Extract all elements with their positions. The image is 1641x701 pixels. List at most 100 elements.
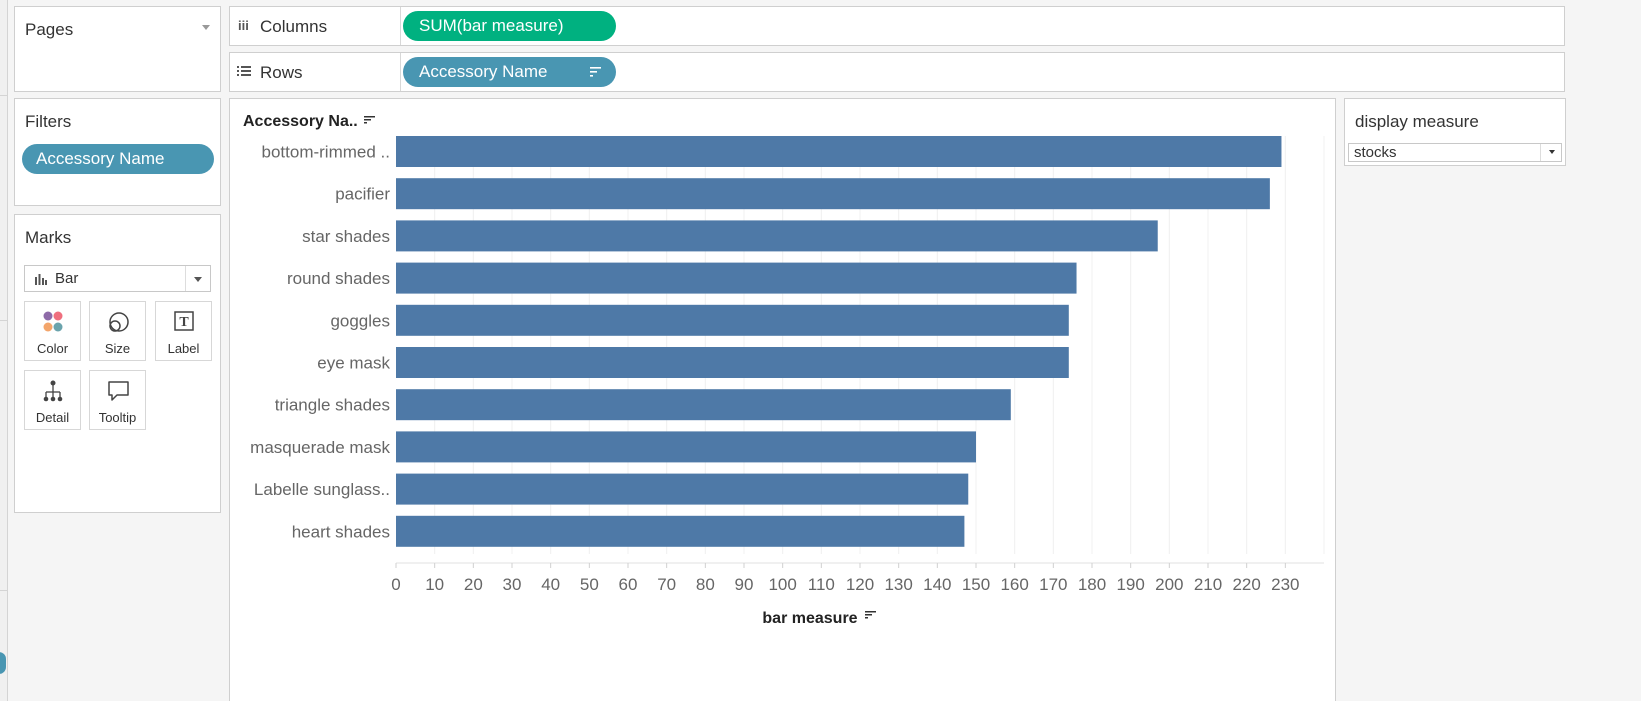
bar[interactable] (396, 136, 1282, 167)
tooltip-label: Tooltip (98, 410, 137, 425)
rows-pill[interactable]: Accessory Name (403, 57, 616, 87)
sort-icon-line (865, 614, 872, 616)
x-tick-label: 100 (768, 575, 796, 594)
bar[interactable] (396, 473, 969, 505)
bar[interactable] (396, 347, 1069, 378)
x-tick-label: 60 (619, 575, 638, 594)
x-tick-label: 70 (657, 575, 676, 594)
x-tick-label: 190 (1116, 575, 1144, 594)
category-label[interactable]: Labelle sunglass.. (254, 480, 390, 499)
bar[interactable] (396, 304, 1069, 336)
svg-text:T: T (179, 315, 189, 330)
x-tick-label: 80 (696, 575, 715, 594)
category-label[interactable]: pacifier (335, 185, 390, 204)
chevron-down-icon[interactable] (1549, 150, 1555, 154)
x-tick-label: 160 (1000, 575, 1028, 594)
category-label[interactable]: eye mask (317, 354, 390, 373)
sort-icon-line (364, 119, 371, 121)
color-label: Color (36, 341, 69, 356)
x-tick-label: 170 (1039, 575, 1067, 594)
chevron-down-icon[interactable] (202, 25, 210, 30)
x-tick-label: 220 (1232, 575, 1260, 594)
category-label[interactable]: bottom-rimmed .. (262, 143, 390, 162)
x-tick-label: 90 (735, 575, 754, 594)
columns-icon: iii (238, 18, 249, 33)
mark-type-dropdown[interactable]: Bar (24, 265, 211, 292)
pages-card[interactable]: Pages (14, 6, 221, 92)
label-card[interactable]: T Label (155, 301, 212, 361)
parameter-title: display measure (1355, 112, 1479, 131)
sort-icon[interactable] (590, 67, 602, 77)
rows-label: Rows (260, 63, 303, 82)
rows-shelf[interactable]: Rows Accessory Name (229, 52, 1565, 92)
sort-icon-line (865, 611, 876, 613)
size-label: Size (104, 341, 131, 356)
left-panel-edge (0, 0, 8, 701)
tooltip-icon (108, 381, 129, 401)
tooltip-card[interactable]: Tooltip (89, 370, 146, 430)
x-tick-label: 130 (884, 575, 912, 594)
bar-chart[interactable]: Accessory Na.. bottom-rimmed .. pacifier st… (230, 99, 1335, 699)
mark-type-label: Bar (55, 270, 79, 287)
bar-chart-icon (35, 274, 47, 285)
sort-icon-line (364, 116, 375, 118)
filters-card[interactable]: Filters Accessory Name (14, 98, 221, 206)
color-card[interactable]: Color (24, 301, 81, 361)
sort-icon[interactable] (865, 611, 876, 619)
category-label[interactable]: goggles (330, 311, 390, 330)
x-tick-label: 150 (962, 575, 990, 594)
x-tick-label: 110 (808, 575, 835, 594)
bar[interactable] (396, 262, 1077, 294)
row-header-label[interactable]: Accessory Na.. (243, 113, 358, 130)
x-tick-label: 30 (503, 575, 522, 594)
bar[interactable] (396, 431, 976, 463)
size-icon (109, 312, 129, 332)
x-tick-label: 200 (1155, 575, 1183, 594)
divider (0, 95, 8, 96)
sort-icon-line (364, 122, 367, 124)
category-label[interactable]: triangle shades (275, 396, 390, 415)
filter-pill[interactable]: Accessory Name (22, 144, 214, 174)
x-axis-title[interactable]: bar measure (762, 610, 857, 627)
x-tick-label: 0 (391, 575, 400, 594)
parameter-value: stocks (1354, 144, 1397, 161)
parameter-card[interactable]: display measure stocks (1344, 98, 1566, 166)
columns-shelf[interactable]: iii Columns SUM(bar measure) (229, 6, 1565, 46)
sort-icon-line (865, 617, 868, 619)
sort-icon[interactable] (364, 116, 375, 124)
bar[interactable] (396, 515, 965, 547)
x-tick-label: 210 (1194, 575, 1222, 594)
x-tick-label: 120 (846, 575, 874, 594)
pages-title: Pages (25, 20, 74, 39)
chevron-down-icon[interactable] (194, 277, 202, 282)
parameter-dropdown[interactable]: stocks (1348, 143, 1562, 162)
category-label[interactable]: star shades (302, 227, 390, 246)
label-label: Label (167, 341, 200, 356)
x-tick-label: 230 (1271, 575, 1299, 594)
collapsed-pill[interactable] (0, 652, 6, 674)
category-label[interactable]: masquerade mask (250, 438, 390, 457)
bar[interactable] (396, 220, 1158, 252)
bar[interactable] (396, 178, 1270, 210)
rows-icon (237, 64, 251, 81)
detail-label: Detail (35, 410, 70, 425)
x-tick-label: 180 (1078, 575, 1106, 594)
x-tick-label: 10 (425, 575, 444, 594)
columns-pill[interactable]: SUM(bar measure) (403, 11, 616, 41)
x-tick-label: 40 (541, 575, 560, 594)
category-label[interactable]: heart shades (292, 522, 390, 541)
marks-card[interactable]: Marks Bar Color Size T Label (14, 214, 221, 513)
size-card[interactable]: Size (89, 301, 146, 361)
color-icon (43, 311, 63, 332)
detail-card[interactable]: Detail (24, 370, 81, 430)
viz-area[interactable]: Accessory Na.. bottom-rimmed .. pacifier st… (229, 98, 1336, 701)
label-icon: T (174, 311, 194, 331)
x-tick-label: 20 (464, 575, 483, 594)
divider (1540, 144, 1541, 161)
filters-title: Filters (25, 112, 72, 131)
bar[interactable] (396, 389, 1011, 421)
x-tick-label: 50 (580, 575, 599, 594)
category-label[interactable]: round shades (287, 269, 390, 288)
divider (0, 320, 8, 321)
divider (400, 7, 401, 45)
